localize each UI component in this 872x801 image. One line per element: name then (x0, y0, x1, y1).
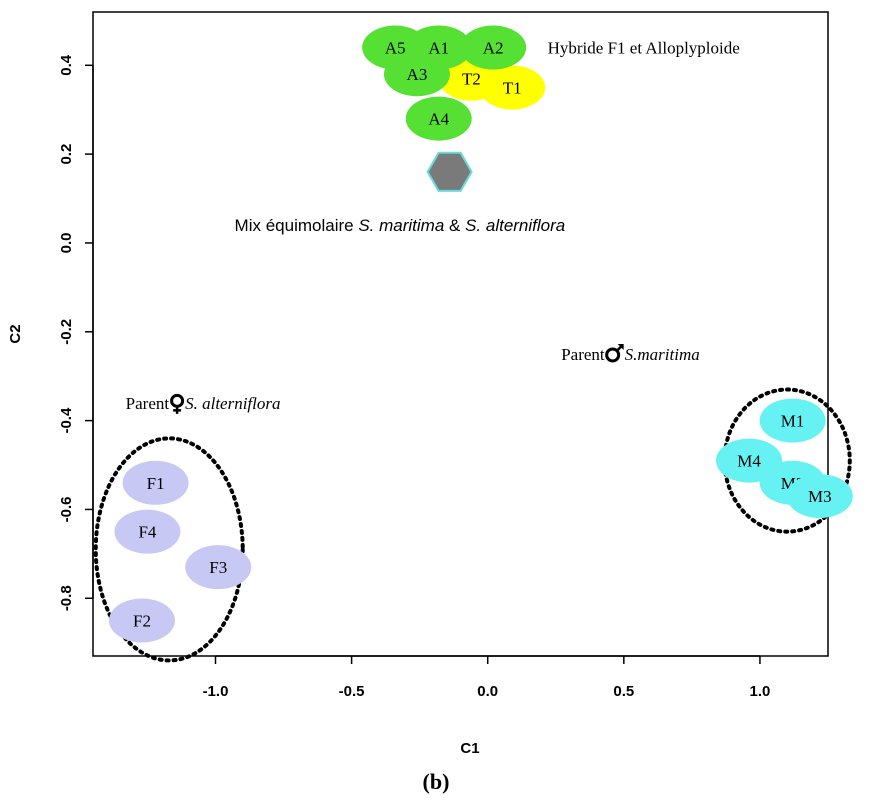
x-axis: -1.0 -0.5 0.0 0.5 1.0 (203, 655, 771, 700)
annotation-mix-prefix: Mix équimolaire (235, 216, 359, 235)
y-tick-label: 0.2 (58, 144, 75, 165)
annotation-parent-female-prefix: Parent (126, 394, 170, 413)
x-axis-label: C1 (460, 740, 479, 757)
x-tick-label: 0.0 (477, 683, 498, 700)
point-label-f3: F3 (209, 558, 227, 577)
male-symbol-icon (605, 343, 624, 363)
point-label-m3: M3 (808, 487, 832, 506)
y-tick-label: -0.2 (58, 319, 75, 345)
x-tick-label: 0.5 (613, 683, 634, 700)
annotation-mix-species-1: S. maritima (358, 216, 444, 235)
point-label-a1: A1 (428, 39, 449, 58)
point-f2 (109, 598, 175, 643)
female-symbol-icon (170, 393, 185, 414)
point-label-f1: F1 (147, 474, 165, 493)
y-tick-label: -0.6 (58, 497, 75, 523)
y-axis: -0.8 -0.6 -0.4 -0.2 0.0 0.2 0.4 (58, 54, 94, 611)
annotation-parent-male-species: S.maritima (625, 345, 700, 364)
panel-label: (b) (423, 769, 450, 794)
point-label-f2: F2 (133, 611, 151, 630)
point-label-t1: T1 (503, 79, 522, 98)
annotation-mix-species-2: S. alterniflora (465, 216, 565, 235)
annotation-mix: Mix équimolaire S. maritima & S. alterni… (235, 216, 566, 235)
point-label-t2: T2 (462, 70, 481, 89)
annotation-parent-male-prefix: Parent (561, 345, 605, 364)
point-f4 (114, 509, 181, 554)
point-label-a3: A3 (407, 65, 428, 84)
group-ellipse-f (93, 436, 245, 663)
point-label-m1: M1 (781, 412, 805, 431)
point-a4 (405, 96, 472, 141)
x-tick-label: -0.5 (339, 683, 365, 700)
mix-marker-group (426, 151, 473, 192)
point-label-f4: F4 (138, 523, 156, 542)
point-a2 (460, 25, 527, 70)
point-label-a4: A4 (428, 110, 449, 129)
annotation-mix-amp: & (444, 216, 465, 235)
point-a3 (383, 52, 450, 97)
point-t1 (479, 65, 546, 110)
y-tick-label: 0.4 (58, 54, 75, 76)
annotation-parent-female-species: S. alterniflora (185, 394, 280, 413)
annotation-parent-female: Parent S. alterniflora (126, 393, 281, 414)
point-label-a2: A2 (483, 39, 504, 58)
y-tick-label: -0.8 (58, 585, 75, 611)
point-label-m4: M4 (737, 452, 761, 471)
point-m1 (759, 398, 826, 443)
annotation-hybrid: Hybride F1 et Alloplyploide (548, 39, 740, 58)
point-f3 (185, 545, 252, 590)
y-tick-label: -0.4 (58, 407, 75, 434)
annotation-parent-male: Parent S.maritima (561, 343, 700, 364)
x-tick-label: -1.0 (203, 683, 229, 700)
point-label-a5: A5 (385, 39, 406, 58)
mix-hexagon-marker (426, 151, 473, 192)
group-ellipses (93, 387, 852, 663)
point-m3 (786, 474, 853, 519)
point-f1 (122, 460, 189, 505)
x-tick-label: 1.0 (750, 683, 771, 700)
y-tick-label: 0.0 (58, 233, 75, 254)
y-axis-label: C2 (7, 324, 24, 343)
